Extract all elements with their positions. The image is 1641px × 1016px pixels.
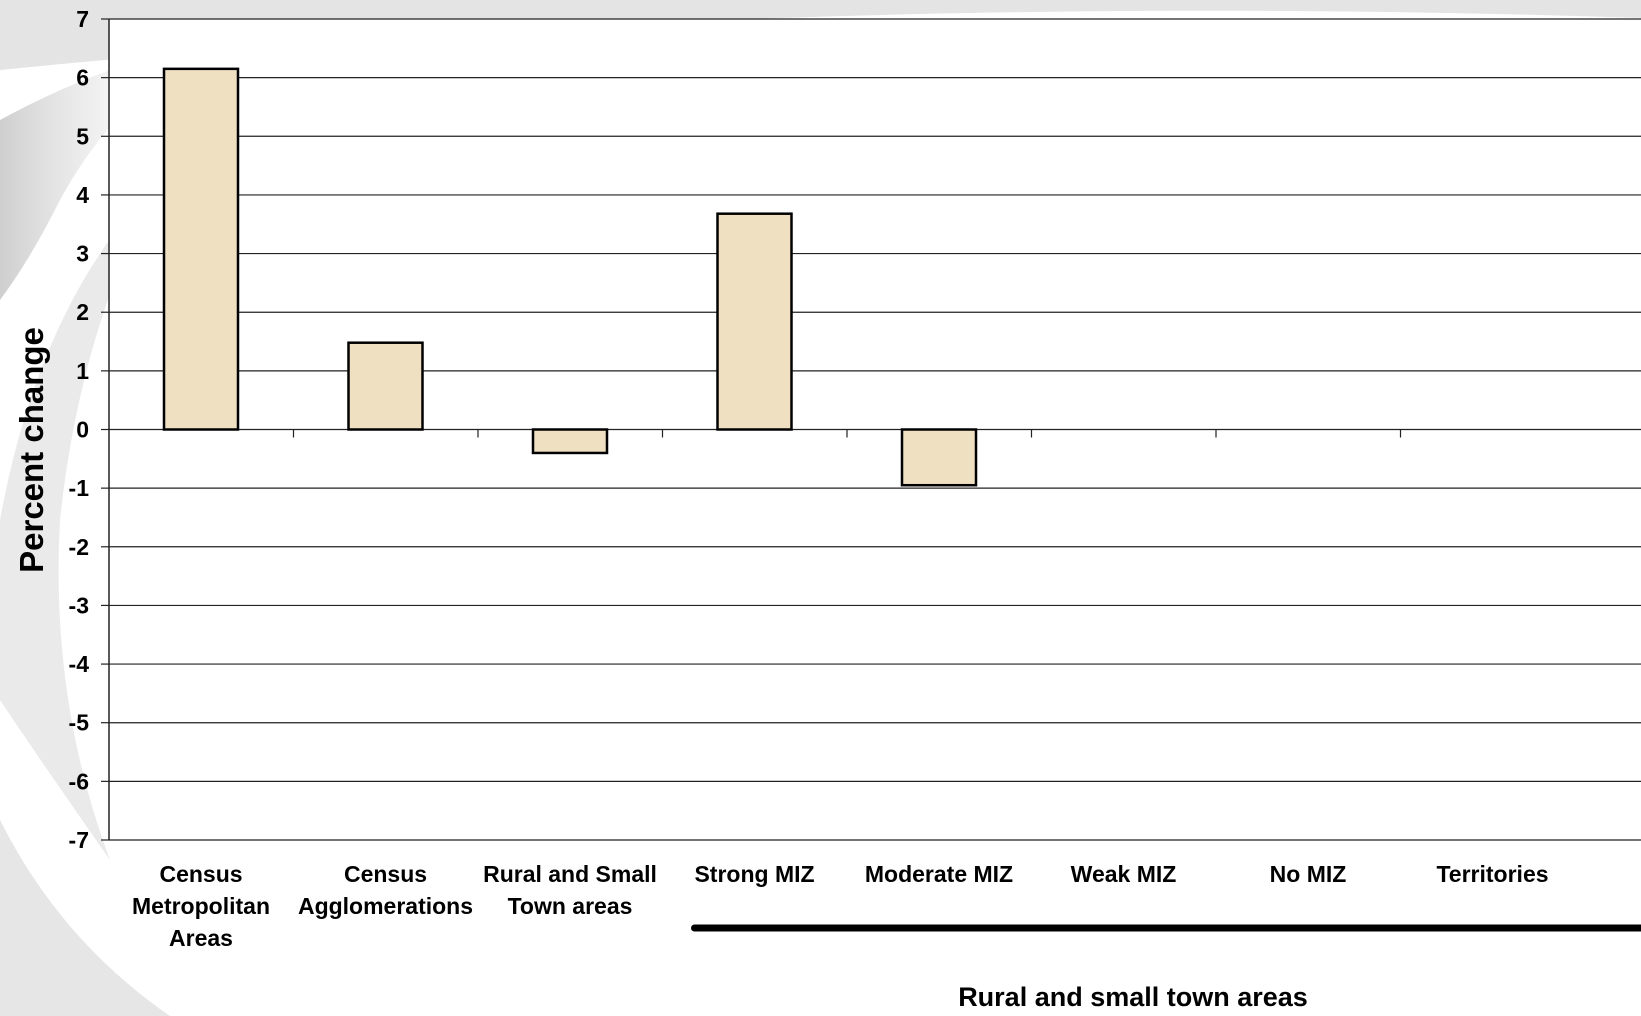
y-tick-label: 6 — [76, 65, 89, 91]
x-tick-label: Census Metropolitan Areas — [132, 861, 270, 951]
y-tick-label: 4 — [76, 182, 89, 208]
y-tick-label: -6 — [69, 768, 89, 794]
y-tick-label: -5 — [69, 710, 90, 736]
y-tick-label: -7 — [69, 827, 89, 853]
y-tick-label: -3 — [69, 592, 89, 618]
axes: 7 6 5 4 3 2 1 0 -1 -2 -3 -4 -5 -6 -7 — [69, 6, 1641, 932]
category-group-label: Rural and small town areas — [958, 982, 1308, 1012]
y-tick-label: -2 — [69, 534, 89, 560]
x-tick-label: Rural and Small Town areas — [483, 861, 657, 919]
bar — [716, 212, 793, 431]
y-tick-label: 1 — [76, 358, 89, 384]
x-tick-label: Weak MIZ — [1070, 861, 1177, 887]
y-tick-label: 5 — [76, 123, 89, 149]
y-tick-label: 3 — [76, 241, 89, 267]
y-tick-label: -4 — [69, 651, 90, 677]
x-tick-label: No MIZ — [1269, 861, 1347, 887]
bar — [531, 428, 609, 455]
y-tick-label: 7 — [76, 6, 89, 32]
x-tick-label: Moderate MIZ — [864, 861, 1014, 887]
gridlines — [109, 18, 1641, 841]
bar — [162, 67, 240, 431]
x-tick-label: Strong MIZ — [694, 861, 815, 887]
x-tick-label: Territories — [1436, 861, 1549, 887]
bars — [162, 67, 978, 487]
x-tick-label: Census Agglomerations — [297, 861, 474, 919]
y-tick-label: -1 — [69, 475, 90, 501]
y-axis-label: Percent change — [13, 327, 50, 573]
bar — [347, 341, 424, 431]
bar — [900, 428, 978, 487]
y-tick-label: 0 — [76, 417, 89, 443]
y-tick-label: 2 — [76, 299, 89, 325]
